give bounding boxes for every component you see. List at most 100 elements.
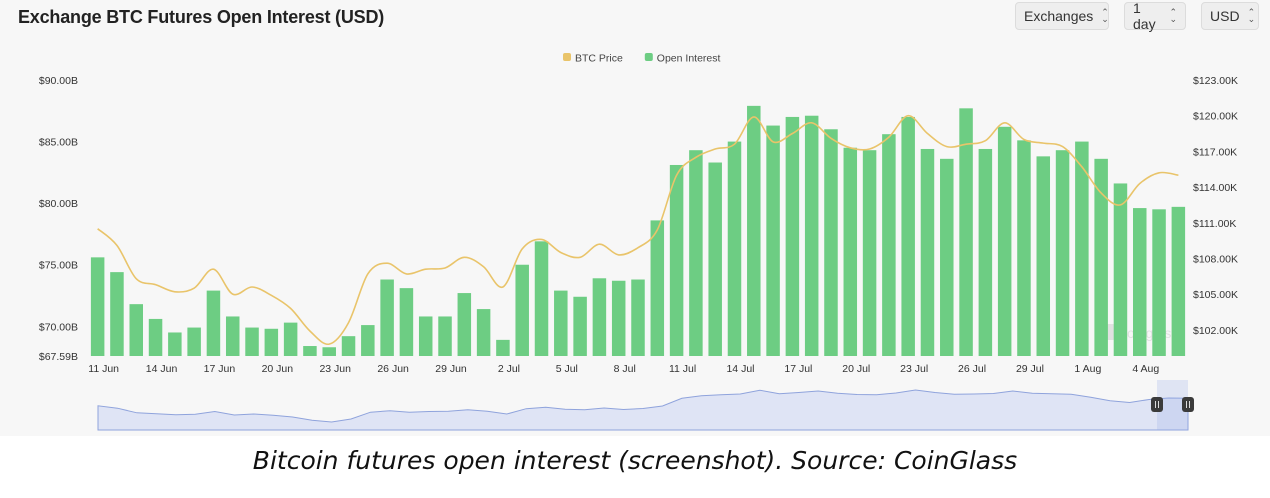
oi-bar bbox=[901, 116, 915, 357]
oi-bar bbox=[1171, 206, 1186, 356]
oi-bar bbox=[1152, 209, 1166, 356]
oi-bar bbox=[920, 148, 935, 356]
oi-bar bbox=[515, 264, 529, 356]
oi-bar bbox=[650, 220, 665, 356]
oi-bar bbox=[785, 116, 800, 357]
oi-bar bbox=[380, 279, 394, 356]
oi-bar bbox=[766, 125, 780, 356]
x-tick-label: 4 Aug bbox=[1132, 363, 1159, 375]
oi-bar bbox=[438, 316, 452, 356]
y-right-tick-label: $114.00K bbox=[1193, 182, 1237, 194]
oi-bar bbox=[1075, 141, 1089, 356]
x-tick-label: 23 Jun bbox=[319, 363, 351, 375]
oi-bar bbox=[1094, 158, 1108, 356]
y-left-tick-label: $75.00B bbox=[39, 260, 78, 272]
oi-bar bbox=[978, 148, 993, 356]
oi-bar bbox=[1113, 183, 1128, 356]
currency-dropdown[interactable]: USD ⌃ ⌄ bbox=[1201, 2, 1259, 30]
oi-bar bbox=[631, 279, 645, 356]
oi-bar bbox=[959, 108, 973, 357]
handle-grip-icon bbox=[1182, 397, 1194, 412]
oi-bar bbox=[747, 105, 761, 356]
oi-bar bbox=[554, 290, 568, 356]
oi-bar bbox=[611, 280, 626, 356]
x-tick-label: 17 Jun bbox=[204, 363, 236, 375]
legend-swatch bbox=[644, 53, 653, 61]
navigator-right-handle[interactable] bbox=[1182, 397, 1194, 412]
oi-bar bbox=[882, 134, 896, 356]
y-axis-right: $102.00K $105.00K $108.00K $111.00K $114.00K… bbox=[1193, 75, 1238, 337]
oi-bar bbox=[592, 278, 607, 356]
oi-bar bbox=[245, 327, 259, 356]
oi-bar bbox=[573, 296, 587, 356]
navigator-left-handle[interactable] bbox=[1151, 397, 1163, 412]
oi-bar bbox=[669, 164, 684, 356]
oi-bar bbox=[804, 115, 819, 356]
oi-bar bbox=[1133, 208, 1147, 356]
oi-bar bbox=[862, 150, 877, 356]
oi-bar bbox=[1055, 150, 1070, 356]
y-left-tick-label: $70.00B bbox=[39, 321, 78, 333]
y-left-tick-label: $67.59B bbox=[39, 351, 78, 363]
oi-bar bbox=[708, 162, 722, 356]
oi-bar bbox=[476, 309, 491, 356]
oi-bar bbox=[129, 304, 143, 356]
btc-price-line bbox=[97, 114, 1179, 345]
y-right-tick-label: $123.00K bbox=[1193, 75, 1238, 87]
updown-chevron-icon: ⌃ ⌄ bbox=[1101, 7, 1109, 24]
range-navigator bbox=[97, 380, 1194, 431]
y-right-tick-label: $120.00K bbox=[1193, 111, 1238, 123]
updown-chevron-icon: ⌃ ⌄ bbox=[1169, 7, 1177, 24]
oi-bar bbox=[727, 141, 742, 356]
open-interest-chart: BTC Price Open Interest $67.59B $70.00B $75.… bbox=[39, 53, 1238, 431]
legend-label-1: BTC Price bbox=[575, 53, 623, 65]
y-left-tick-label: $85.00B bbox=[39, 137, 78, 149]
oi-bar bbox=[283, 322, 298, 356]
oi-bar bbox=[824, 129, 838, 356]
oi-bar bbox=[997, 126, 1012, 356]
interval-dropdown-label: 1 day bbox=[1133, 0, 1156, 32]
handle-grip-icon bbox=[1151, 397, 1163, 412]
navigator-area bbox=[97, 389, 1189, 431]
oi-bar bbox=[689, 150, 703, 356]
x-tick-label: 26 Jul bbox=[958, 363, 986, 375]
open-interest-bars bbox=[90, 105, 1186, 357]
x-tick-label: 29 Jun bbox=[435, 363, 467, 375]
x-tick-label: 23 Jul bbox=[900, 363, 928, 375]
chart-title: Exchange BTC Futures Open Interest (USD) bbox=[18, 7, 385, 27]
x-tick-label: 20 Jun bbox=[262, 363, 294, 375]
x-tick-label: 2 Jul bbox=[498, 363, 520, 375]
oi-bar bbox=[1036, 156, 1051, 356]
y-right-tick-label: $111.00K bbox=[1193, 218, 1236, 230]
x-tick-label: 20 Jul bbox=[842, 363, 870, 375]
interval-dropdown[interactable]: 1 day ⌃ ⌄ bbox=[1124, 0, 1186, 32]
oi-bar bbox=[843, 147, 858, 356]
oi-bar bbox=[341, 336, 356, 356]
legend-label-2: Open Interest bbox=[657, 53, 721, 65]
exchanges-dropdown[interactable]: Exchanges ⌃ ⌄ bbox=[1015, 2, 1109, 30]
oi-bar bbox=[322, 347, 336, 356]
oi-bar bbox=[457, 293, 472, 356]
oi-bar bbox=[1017, 140, 1031, 356]
oi-bar bbox=[418, 316, 433, 356]
oi-bar bbox=[361, 325, 375, 356]
oi-bar bbox=[534, 241, 549, 356]
x-tick-label: 8 Jul bbox=[614, 363, 636, 375]
oi-bar bbox=[206, 290, 221, 356]
x-tick-label: 5 Jul bbox=[556, 363, 578, 375]
chart-panel: Exchange BTC Futures Open Interest (USD)… bbox=[18, 0, 1259, 431]
oi-bar bbox=[148, 318, 163, 356]
x-tick-label: 26 Jun bbox=[377, 363, 409, 375]
oi-bar bbox=[940, 158, 954, 356]
y-left-tick-label: $90.00B bbox=[39, 75, 78, 87]
oi-bar bbox=[496, 339, 510, 356]
x-tick-label: 29 Jul bbox=[1016, 363, 1044, 375]
oi-bar bbox=[187, 327, 201, 356]
exchanges-dropdown-label: Exchanges bbox=[1024, 8, 1094, 24]
image-caption: Bitcoin futures open interest (screensho… bbox=[252, 446, 1018, 475]
updown-chevron-icon: ⌃ ⌄ bbox=[1247, 7, 1256, 24]
y-right-tick-label: $117.00K bbox=[1193, 146, 1237, 158]
chart-legend: BTC Price Open Interest bbox=[563, 53, 721, 65]
oi-bar bbox=[264, 328, 279, 356]
x-tick-label: 17 Jul bbox=[784, 363, 812, 375]
